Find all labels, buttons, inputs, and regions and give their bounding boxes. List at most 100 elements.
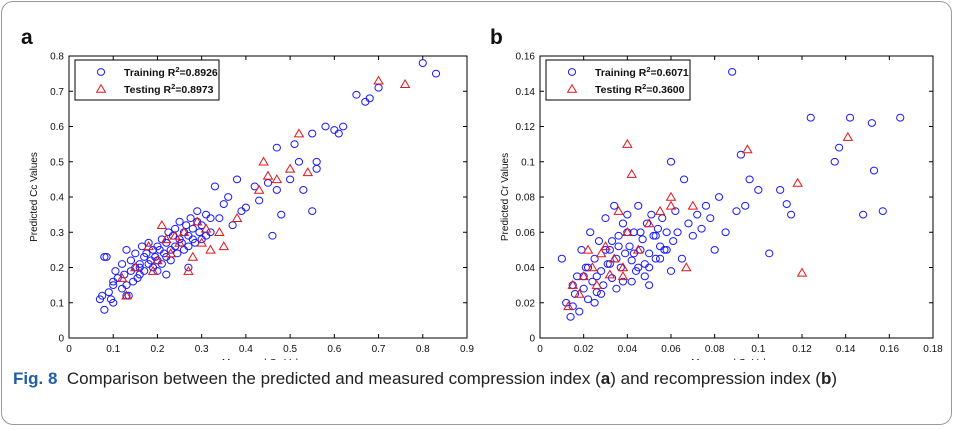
training-point — [583, 295, 593, 304]
testing-point — [183, 265, 194, 275]
training-point — [339, 122, 348, 131]
training-point — [636, 228, 645, 237]
y-tick-label: 0.14 — [516, 87, 536, 98]
testing-point — [178, 227, 190, 237]
training-point — [640, 272, 649, 281]
training-point — [714, 193, 724, 201]
testing-point — [622, 138, 633, 148]
x-tick-label: 0.6 — [327, 344, 341, 355]
training-point — [878, 207, 887, 216]
x-tick-label: 0.2 — [150, 344, 164, 355]
testing-point — [617, 262, 629, 272]
training-point — [627, 256, 636, 265]
y-axis-label: Predicted Cr Values — [500, 153, 511, 241]
y-tick-label: 0.4 — [50, 193, 64, 204]
training-point — [100, 305, 109, 314]
testing-point — [665, 200, 677, 210]
training-point — [653, 224, 663, 233]
y-tick-label: 0.8 — [50, 52, 64, 63]
x-tick-label: 0.4 — [239, 344, 253, 355]
testing-point — [654, 205, 666, 215]
training-point — [612, 284, 621, 293]
training-point — [594, 237, 604, 245]
training-point — [184, 263, 193, 272]
training-point — [614, 231, 623, 240]
training-point — [308, 129, 317, 138]
training-point — [645, 281, 654, 290]
training-point — [312, 157, 321, 166]
testing-point — [196, 237, 207, 247]
y-tick-label: 0.06 — [516, 228, 536, 239]
testing-point — [591, 279, 603, 289]
training-point — [658, 214, 667, 223]
training-point — [268, 231, 277, 240]
testing-point — [152, 255, 163, 265]
testing-point — [191, 216, 203, 226]
training-point — [867, 119, 876, 127]
training-point — [109, 298, 118, 307]
training-point — [597, 290, 606, 298]
chart-panel-b: 0 0.02 0.04 0.06 0.08 0.1 0.12 0.14 0.16 0.18 0 0.0… — [500, 52, 943, 361]
y-tick-label: 0.04 — [516, 263, 536, 274]
figure-number: Fig. 8 — [13, 369, 58, 388]
training-point — [684, 219, 693, 228]
testing-point — [262, 170, 274, 180]
training-point — [109, 281, 118, 290]
training-point — [272, 143, 281, 152]
training-point — [662, 228, 671, 237]
training-point — [575, 307, 584, 316]
training-point — [610, 201, 619, 210]
training-point — [175, 217, 184, 226]
y-tick-label: 0.2 — [50, 263, 64, 274]
testing-point — [622, 227, 633, 237]
x-axis-label: Measured Cr Values — [691, 358, 781, 360]
training-point — [566, 312, 575, 321]
testing-point — [143, 241, 154, 251]
testing-point — [169, 230, 181, 240]
x-tick-label: 0.3 — [195, 344, 209, 355]
y-tick-label: 0.3 — [50, 228, 64, 239]
training-point — [666, 157, 676, 166]
testing-point — [600, 241, 611, 251]
training-point — [592, 272, 601, 281]
testing-point — [626, 168, 637, 178]
testing-point — [742, 144, 753, 154]
x-tick-label: 0.14 — [836, 344, 856, 355]
training-point — [210, 182, 220, 191]
training-point — [625, 242, 634, 251]
x-tick-label: 0.1 — [751, 344, 765, 355]
testing-point — [116, 272, 128, 282]
training-point — [126, 256, 136, 265]
testing-point — [792, 177, 803, 187]
training-point — [662, 245, 671, 254]
legend-entry: Training R2=0.6071 — [595, 65, 689, 79]
training-point — [334, 129, 343, 138]
legend-entry: Testing R2=0.3600 — [595, 82, 685, 96]
training-point — [728, 67, 737, 76]
caption-text-2: ) and recompression index ( — [610, 369, 821, 388]
legend-training-marker — [96, 68, 106, 76]
training-point — [673, 228, 682, 237]
y-tick-label: 0.1 — [521, 157, 535, 168]
testing-point — [165, 248, 176, 258]
testing-point — [218, 241, 230, 251]
testing-point — [161, 234, 172, 244]
training-point — [645, 249, 654, 258]
training-point — [232, 175, 242, 184]
training-point — [241, 203, 250, 212]
testing-point — [399, 79, 411, 88]
y-tick-label: 0.1 — [50, 298, 64, 309]
testing-point — [373, 75, 384, 85]
training-point — [224, 193, 233, 201]
training-point — [614, 242, 623, 251]
training-point — [869, 166, 879, 175]
x-tick-label: 0.5 — [283, 344, 297, 355]
caption-bold-b: b — [820, 369, 832, 388]
training-point — [651, 231, 660, 240]
figure-caption: Fig. 8 Comparison between the predicted … — [13, 367, 943, 391]
legend-box — [74, 59, 220, 101]
testing-point — [796, 267, 808, 277]
x-tick-label: 0.18 — [923, 344, 943, 355]
training-point — [557, 254, 566, 263]
